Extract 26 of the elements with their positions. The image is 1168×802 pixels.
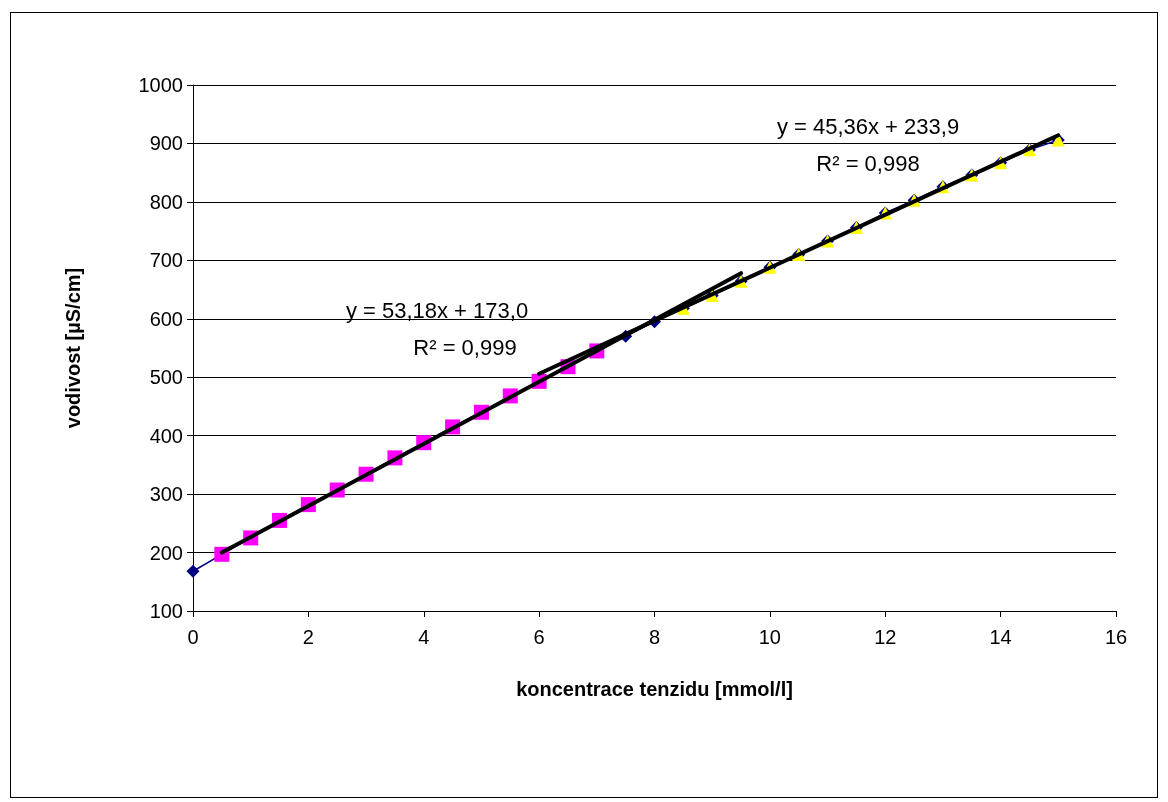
x-tick-label: 6 (533, 626, 545, 648)
y-axis-title: vodivost [µS/cm] (62, 267, 84, 429)
x-tick-label: 8 (648, 626, 661, 648)
y-tick-label: 500 (149, 366, 183, 389)
y-tick-label: 200 (149, 541, 183, 564)
x-tick-label: 0 (187, 626, 199, 648)
y-tick-label: 900 (149, 132, 183, 155)
x-tick-label: 14 (989, 626, 1012, 648)
y-tick-label: 400 (149, 424, 183, 447)
annotation: R² = 0,998 (816, 150, 920, 176)
x-tick-label: 2 (302, 626, 314, 648)
annotation: y = 45,36x + 233,9 (776, 113, 960, 139)
y-tick-label: 600 (149, 307, 183, 330)
x-tick-label: 12 (874, 626, 897, 648)
point (186, 564, 200, 578)
y-tick-label: 300 (149, 483, 183, 506)
x-tick-label: 10 (758, 626, 781, 648)
x-tick-label: 16 (1104, 626, 1128, 648)
y-tick-label: 100 (149, 600, 183, 622)
x-tick-label: 4 (418, 626, 430, 648)
y-tick-label: 800 (149, 190, 183, 213)
y-tick-label: 700 (149, 249, 183, 272)
annotation: y = 53,18x + 173,0 (345, 297, 529, 323)
annotation: R² = 0,999 (413, 334, 517, 360)
x-axis-title: koncentrace tenzidu [mmol/l] (516, 678, 793, 700)
y-tick-label: 1000 (138, 74, 183, 96)
